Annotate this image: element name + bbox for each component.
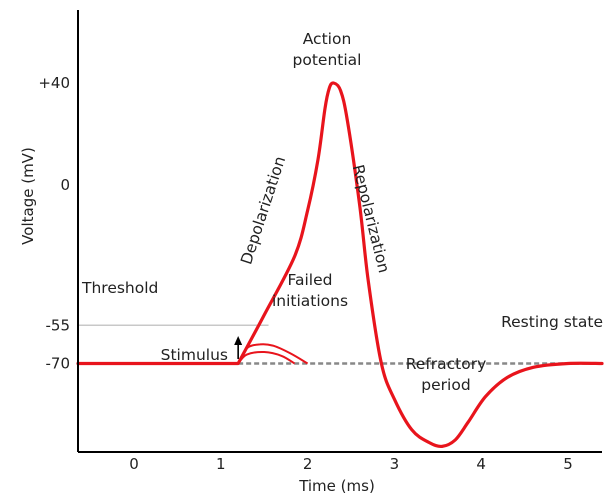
x-tick-label: 5 bbox=[563, 455, 573, 473]
x-axis-title: Time (ms) bbox=[298, 477, 375, 493]
failed-initiations-label: initiations bbox=[272, 292, 348, 310]
x-tick-label: 2 bbox=[303, 455, 313, 473]
x-tick-label: 4 bbox=[476, 455, 486, 473]
action-potential-label: Action bbox=[303, 30, 352, 48]
stimulus-label: Stimulus bbox=[161, 346, 228, 364]
y-tick-label: -70 bbox=[46, 355, 71, 373]
x-tick-label: 3 bbox=[390, 455, 400, 473]
y-axis-title: Voltage (mV) bbox=[19, 147, 37, 245]
repolarization-label: Repolarization bbox=[349, 163, 393, 275]
y-tick-labels: +40 0 -55 -70 bbox=[38, 74, 70, 373]
refractory-period-label: period bbox=[421, 376, 470, 394]
x-tick-label: 0 bbox=[129, 455, 139, 473]
action-potential-label: potential bbox=[293, 51, 362, 69]
failed-initiation-curve bbox=[237, 350, 296, 365]
y-tick-label: 0 bbox=[60, 176, 70, 194]
action-potential-curve bbox=[76, 81, 604, 449]
y-tick-label: +40 bbox=[38, 74, 70, 92]
depolarization-label: Depolarization bbox=[237, 154, 289, 267]
threshold-label: Threshold bbox=[81, 279, 158, 297]
x-tick-labels: 0 1 2 3 4 5 bbox=[129, 455, 573, 473]
stimulus-arrow bbox=[234, 336, 243, 359]
x-tick-label: 1 bbox=[216, 455, 226, 473]
refractory-period-label: Refractory bbox=[406, 355, 487, 373]
failed-initiations-label: Failed bbox=[288, 271, 333, 289]
resting-state-label: Resting state bbox=[501, 313, 603, 331]
y-tick-label: -55 bbox=[46, 316, 71, 334]
